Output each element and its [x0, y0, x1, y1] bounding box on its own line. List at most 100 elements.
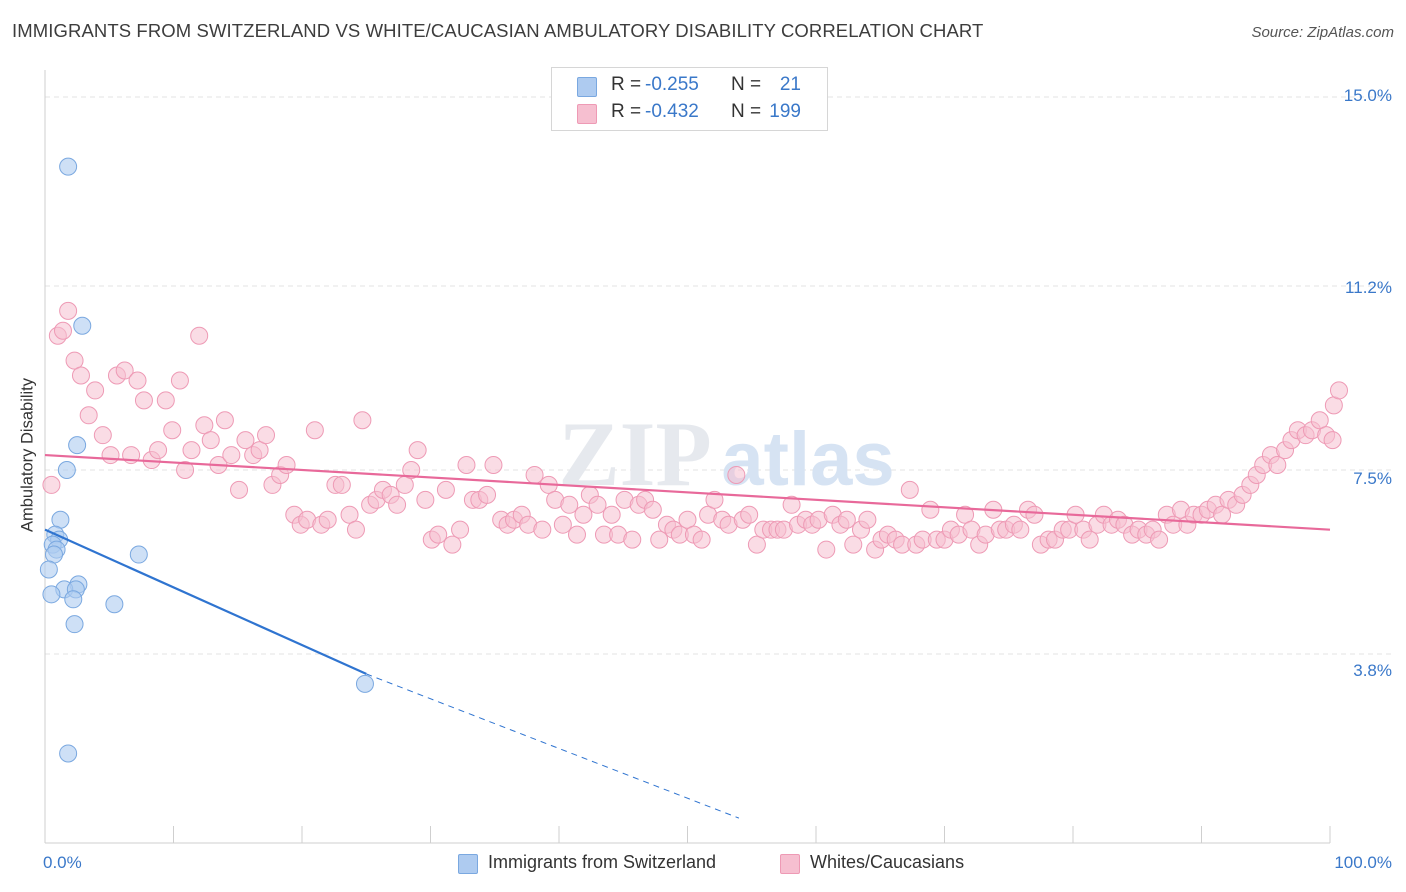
- whites-point: [128, 371, 147, 390]
- switzerland-trend-line: [44, 528, 367, 675]
- whites-point: [277, 456, 296, 475]
- whites-point: [553, 515, 572, 534]
- axes: [44, 70, 1331, 844]
- whites-point: [525, 465, 544, 484]
- whites-point: [346, 520, 365, 539]
- whites-point: [190, 326, 209, 345]
- correlation-legend: R = -0.255 N = 21 R = -0.432 N = 199: [551, 67, 828, 131]
- whites-point: [705, 490, 724, 509]
- whites-point: [1011, 520, 1030, 539]
- whites-point: [353, 411, 372, 430]
- whites-point: [1150, 530, 1169, 549]
- whites-point: [643, 500, 662, 519]
- whites-point: [740, 505, 759, 524]
- whites-point: [318, 510, 337, 529]
- bottom-legend-label: Whites/Caucasians: [810, 852, 965, 872]
- whites-point: [65, 351, 84, 370]
- x-tick-max: 100.0%: [1334, 853, 1392, 872]
- legend-row-switzerland: R = -0.255 N = 21: [552, 74, 827, 100]
- whites-point: [1324, 396, 1343, 415]
- whites-point: [436, 480, 455, 499]
- whites-point: [305, 421, 324, 440]
- legend-swatch-pink: [577, 104, 597, 124]
- whites-point: [921, 500, 940, 519]
- switzerland-point: [42, 585, 61, 604]
- whites-point: [900, 480, 919, 499]
- whites-point: [451, 520, 470, 539]
- whites-point: [176, 460, 195, 479]
- whites-point: [678, 510, 697, 529]
- switzerland-trend-extension: [366, 673, 740, 819]
- whites-point: [1268, 456, 1287, 475]
- switzerland-point: [68, 436, 87, 455]
- whites-point: [650, 530, 669, 549]
- whites-point: [257, 426, 276, 445]
- switzerland-point: [73, 316, 92, 335]
- whites-point: [59, 301, 78, 320]
- whites-point: [416, 490, 435, 509]
- legend-row-whites: R = -0.432 N = 199: [552, 101, 827, 127]
- y-tick-15: 15.0%: [1343, 86, 1392, 105]
- whites-point: [201, 431, 220, 450]
- whites-point: [727, 465, 746, 484]
- watermark-zip: ZIP: [558, 403, 711, 505]
- whites-point: [388, 495, 407, 514]
- y-tick-3: 3.8%: [1353, 661, 1392, 680]
- whites-point: [134, 391, 153, 410]
- switzerland-point: [51, 510, 70, 529]
- whites-point: [149, 441, 168, 460]
- whites-point: [1080, 530, 1099, 549]
- whites-point: [457, 456, 476, 475]
- switzerland-point: [64, 590, 83, 609]
- whites-point: [101, 446, 120, 465]
- switzerland-point: [129, 545, 148, 564]
- whites-point: [86, 381, 105, 400]
- whites-point: [236, 431, 255, 450]
- legend-r-label: R =: [611, 74, 642, 95]
- whites-point: [858, 510, 877, 529]
- switzerland-point: [44, 545, 63, 564]
- whites-point: [484, 456, 503, 475]
- legend-r-value: -0.432: [645, 101, 699, 122]
- whites-point: [332, 475, 351, 494]
- whites-point: [560, 495, 579, 514]
- whites-point: [402, 460, 421, 479]
- whites-point: [250, 441, 269, 460]
- chart-source: Source: ZipAtlas.com: [1251, 24, 1394, 41]
- whites-point: [42, 475, 61, 494]
- switzerland-point: [105, 595, 124, 614]
- gridlines: [45, 96, 1392, 655]
- whites-point: [79, 406, 98, 425]
- whites-point: [408, 441, 427, 460]
- whites-point: [1323, 431, 1342, 450]
- whites-point: [692, 530, 711, 549]
- switzerland-point: [355, 674, 374, 693]
- whites-point: [782, 495, 801, 514]
- whites-point: [1329, 381, 1348, 400]
- switzerland-point: [65, 615, 84, 634]
- chart-title: IMMIGRANTS FROM SWITZERLAND VS WHITE/CAU…: [12, 20, 984, 41]
- whites-point: [53, 321, 72, 340]
- whites-point: [182, 441, 201, 460]
- legend-n-value: 199: [769, 101, 801, 122]
- x-tick-min: 0.0%: [43, 853, 82, 872]
- whites-point: [837, 510, 856, 529]
- whites-point: [747, 535, 766, 554]
- legend-r-value: -0.255: [645, 74, 699, 95]
- whites-point: [340, 505, 359, 524]
- whites-point: [163, 421, 182, 440]
- whites-point: [230, 480, 249, 499]
- legend-n-label: N =: [731, 101, 762, 122]
- switzerland-point: [57, 460, 76, 479]
- legend-n-value: 21: [779, 74, 801, 95]
- whites-point: [1310, 411, 1329, 430]
- watermark-atlas: atlas: [721, 417, 894, 502]
- whites-point: [574, 505, 593, 524]
- whites-point: [1025, 505, 1044, 524]
- whites-point: [170, 371, 189, 390]
- whites-point: [222, 446, 241, 465]
- whites-point: [817, 540, 836, 559]
- switzerland-point: [59, 157, 78, 176]
- whites-point: [93, 426, 112, 445]
